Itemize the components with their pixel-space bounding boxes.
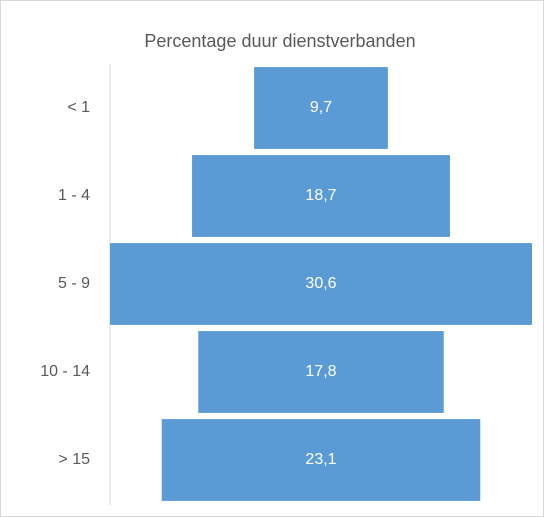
category-label: > 15 [58, 451, 90, 468]
category-label: < 1 [67, 99, 90, 116]
value-label: 23,1 [305, 451, 336, 468]
bar [254, 67, 388, 149]
value-label: 18,7 [305, 187, 336, 204]
bar [161, 419, 481, 501]
value-label: 17,8 [305, 363, 336, 380]
category-label: 10 - 14 [40, 363, 90, 380]
bar [110, 243, 532, 325]
chart-title: Percentage duur dienstverbanden [144, 31, 415, 51]
value-label: 9,7 [310, 99, 332, 116]
bar [192, 155, 450, 237]
value-label: 30,6 [305, 275, 336, 292]
bar [198, 331, 444, 413]
category-label: 1 - 4 [58, 187, 90, 204]
category-label: 5 - 9 [58, 275, 90, 292]
